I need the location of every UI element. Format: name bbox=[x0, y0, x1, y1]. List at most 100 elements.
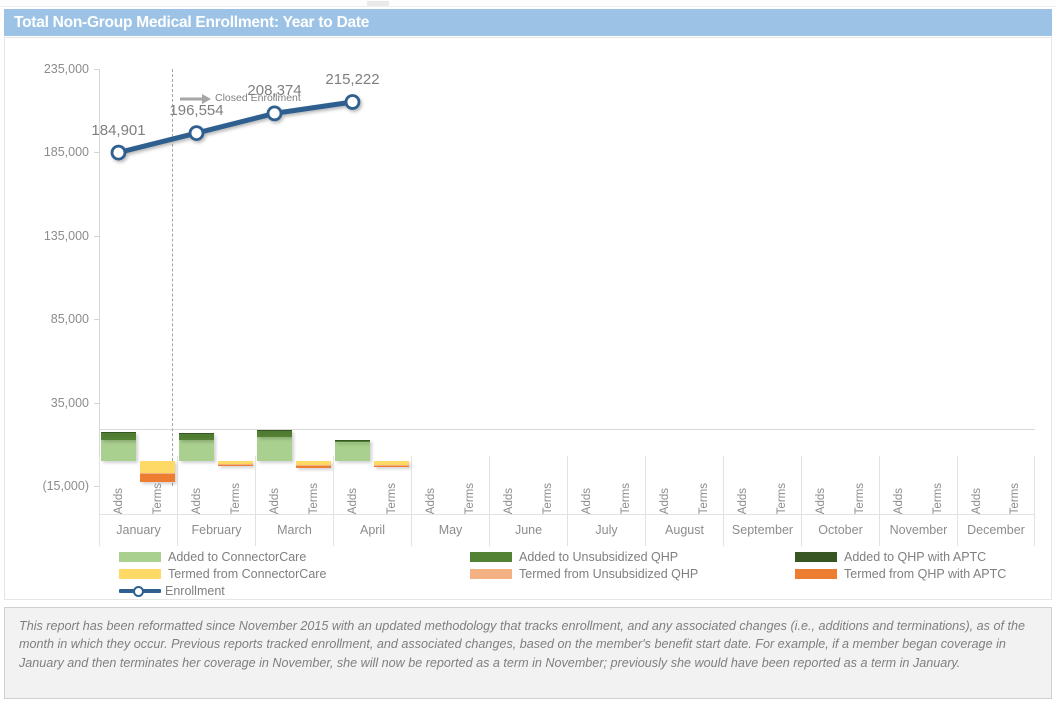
legend-label: Added to ConnectorCare bbox=[168, 550, 307, 564]
y-axis-tick-mark bbox=[94, 235, 99, 237]
x-axis-terms-label: Terms bbox=[307, 482, 320, 514]
legend-item[interactable]: Enrollment bbox=[119, 584, 225, 598]
bar-segment bbox=[178, 439, 215, 461]
y-axis-tick-mark bbox=[94, 69, 99, 70]
plot-area: 235,000 185,000 135,000 85,000 35,000 (15,000… bbox=[5, 38, 1051, 599]
x-axis-terms-label: Terms bbox=[229, 482, 242, 514]
x-axis-adds-label: Adds bbox=[815, 487, 828, 514]
y-axis-tick-label: 185,000 bbox=[43, 145, 89, 160]
x-axis-adds-label: Adds bbox=[191, 487, 204, 514]
x-axis-terms-label: Terms bbox=[1009, 482, 1021, 514]
y-axis-tick-label: 135,000 bbox=[43, 228, 89, 243]
x-axis-month-label: November bbox=[880, 514, 957, 544]
y-axis-tick-label: 235,000 bbox=[43, 62, 89, 76]
x-axis-terms-label: Terms bbox=[775, 482, 788, 514]
x-axis-month-label: September bbox=[724, 514, 801, 544]
bar-segment bbox=[334, 440, 371, 442]
x-axis-month-label: December bbox=[958, 514, 1034, 544]
bar-segment bbox=[100, 440, 137, 461]
x-axis-month-group: Adds Terms April bbox=[333, 456, 411, 546]
x-axis-terms-label: Terms bbox=[697, 482, 710, 514]
bar-segment bbox=[373, 464, 410, 466]
chart-title-bar: Total Non-Group Medical Enrollment: Year… bbox=[4, 9, 1052, 36]
y-axis-tick-mark bbox=[94, 152, 99, 154]
y-axis-tick-mark bbox=[94, 486, 99, 487]
legend-line-swatch bbox=[119, 585, 161, 597]
x-axis-terms-label: Terms bbox=[385, 482, 398, 514]
x-axis-month-label: October bbox=[802, 514, 879, 544]
x-axis-terms-label: Terms bbox=[541, 482, 554, 514]
enrollment-line-series bbox=[110, 94, 361, 161]
enrollment-data-label: 184,901 bbox=[91, 121, 146, 139]
bar-segment bbox=[256, 430, 293, 437]
x-axis-terms-label: Terms bbox=[463, 482, 476, 514]
legend-item[interactable]: Added to QHP with APTC bbox=[795, 550, 986, 564]
legend-item[interactable]: Termed from Unsubsidized QHP bbox=[470, 567, 698, 581]
legend-label: Added to Unsubsidized QHP bbox=[519, 550, 679, 564]
bar-segment bbox=[373, 460, 410, 465]
y-axis-tick-label: 35,000 bbox=[50, 395, 89, 410]
bar-segment bbox=[217, 460, 254, 464]
x-axis-adds-label: Adds bbox=[971, 487, 983, 514]
enrollment-line bbox=[116, 99, 355, 156]
window-top-strip bbox=[0, 0, 1056, 7]
legend-item[interactable]: Added to ConnectorCare bbox=[119, 550, 306, 564]
enrollment-data-label: 215,222 bbox=[325, 70, 380, 88]
x-axis: Adds Terms January Adds Terms February Adds Ter… bbox=[99, 456, 1035, 546]
bar-segment bbox=[256, 429, 293, 431]
y-axis-tick-mark bbox=[94, 319, 99, 321]
x-axis-adds-label: Adds bbox=[503, 487, 516, 514]
legend-color-swatch bbox=[119, 552, 161, 562]
x-axis-month-label: February bbox=[178, 514, 255, 544]
enrollment-marker bbox=[266, 105, 283, 122]
bar-segment bbox=[100, 433, 137, 441]
x-axis-terms-label: Terms bbox=[619, 482, 632, 514]
closed-enrollment-divider bbox=[172, 69, 173, 486]
legend-item[interactable]: Termed from QHP with APTC bbox=[795, 567, 1006, 581]
legend-color-swatch bbox=[470, 569, 512, 579]
x-axis-adds-label: Adds bbox=[347, 487, 360, 514]
right-arrow-icon bbox=[180, 94, 211, 104]
legend-label: Added to QHP with APTC bbox=[844, 550, 987, 564]
x-axis-month-group: Adds Terms January bbox=[99, 456, 177, 546]
y-axis-line bbox=[99, 69, 100, 456]
x-axis-month-group: Adds Terms August bbox=[645, 456, 723, 546]
x-axis-adds-label: Adds bbox=[659, 487, 672, 514]
legend-label: Termed from QHP with APTC bbox=[844, 567, 1007, 581]
bar-segment bbox=[139, 472, 176, 475]
x-axis-month-label: May bbox=[412, 514, 489, 544]
legend-color-swatch bbox=[119, 569, 161, 579]
enrollment-marker bbox=[110, 144, 127, 161]
x-axis-month-group: Adds Terms December bbox=[957, 456, 1035, 546]
x-axis-adds-label: Adds bbox=[893, 487, 906, 514]
legend-label: Termed from ConnectorCare bbox=[168, 567, 327, 581]
x-axis-month-label: August bbox=[646, 514, 723, 544]
y-axis-tick-label: 85,000 bbox=[50, 312, 89, 327]
x-axis-month-label: March bbox=[256, 514, 333, 544]
zero-baseline bbox=[99, 429, 1035, 430]
bar-segment bbox=[295, 466, 332, 469]
x-axis-month-label: July bbox=[568, 514, 645, 544]
legend-label: Enrollment bbox=[165, 584, 225, 598]
x-axis-adds-label: Adds bbox=[581, 487, 594, 514]
bar-segment bbox=[334, 441, 371, 461]
bar-segment bbox=[178, 433, 215, 435]
x-axis-adds-label: Adds bbox=[113, 487, 126, 514]
x-axis-month-group: Adds Terms October bbox=[801, 456, 879, 546]
enrollment-marker bbox=[344, 94, 361, 110]
x-axis-month-group: Adds Terms September bbox=[723, 456, 801, 546]
legend-item[interactable]: Termed from ConnectorCare bbox=[119, 567, 326, 581]
chart-container: 235,000 185,000 135,000 85,000 35,000 (15,000… bbox=[4, 37, 1052, 600]
page-title: Total Non-Group Medical Enrollment: Year… bbox=[14, 13, 370, 31]
bar-segment bbox=[295, 465, 332, 467]
x-axis-month-label: June bbox=[490, 514, 567, 544]
legend-color-swatch bbox=[795, 552, 837, 562]
x-axis-adds-label: Adds bbox=[269, 487, 282, 514]
x-axis-month-group: Adds Terms July bbox=[567, 456, 645, 546]
x-axis-month-group: Adds Terms March bbox=[255, 456, 333, 546]
legend-item[interactable]: Added to Unsubsidized QHP bbox=[470, 550, 678, 564]
bar-segment bbox=[217, 464, 254, 467]
x-axis-month-group: Adds Terms June bbox=[489, 456, 567, 546]
x-axis-month-group: Adds Terms May bbox=[411, 456, 489, 546]
